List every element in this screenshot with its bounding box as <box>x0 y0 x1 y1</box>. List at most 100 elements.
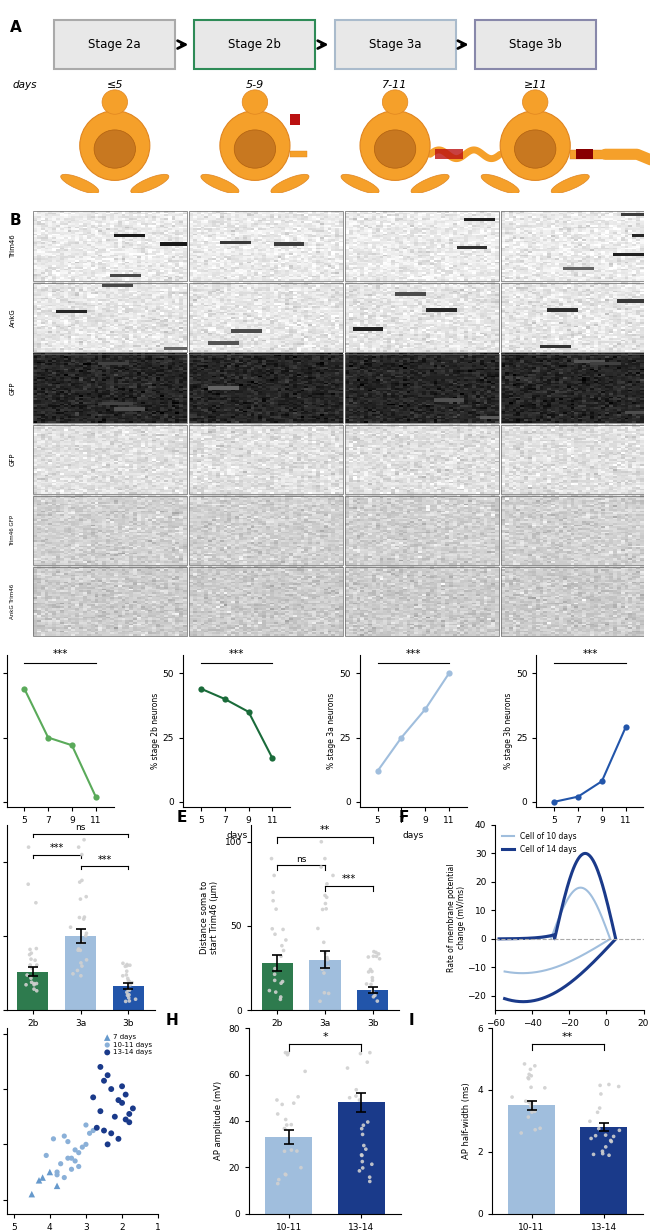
Point <box>296 1158 306 1178</box>
Point <box>354 1161 365 1180</box>
Point <box>604 1146 614 1165</box>
Bar <box>33 567 187 637</box>
Bar <box>65 936 96 1010</box>
Point <box>318 963 329 983</box>
Point <box>278 972 288 992</box>
Text: ***: *** <box>229 649 244 659</box>
Ellipse shape <box>60 174 99 193</box>
Point <box>373 944 384 963</box>
Ellipse shape <box>80 111 150 180</box>
Point <box>601 1137 611 1157</box>
Point <box>124 991 135 1010</box>
Point <box>322 873 332 893</box>
Point <box>124 981 135 1000</box>
Bar <box>33 212 187 281</box>
Point <box>280 1164 291 1184</box>
Point <box>365 960 376 979</box>
Point <box>77 845 87 865</box>
Bar <box>501 496 650 565</box>
Point <box>123 979 133 999</box>
Bar <box>33 496 187 565</box>
Point <box>300 1062 310 1082</box>
Point <box>362 1052 372 1072</box>
Ellipse shape <box>234 129 276 169</box>
Point <box>521 1092 531 1111</box>
X-axis label: days: days <box>49 830 71 839</box>
Legend: Cell of 10 days, Cell of 14 days: Cell of 10 days, Cell of 14 days <box>499 829 580 856</box>
Point <box>68 963 78 983</box>
Bar <box>33 282 187 352</box>
Point <box>361 975 372 994</box>
Point <box>525 1096 536 1116</box>
Point <box>370 942 381 962</box>
Point <box>367 962 377 982</box>
Bar <box>508 1105 555 1214</box>
Point <box>269 965 280 984</box>
Point <box>361 1140 371 1159</box>
Point <box>593 1119 604 1138</box>
Text: Stage 2a: Stage 2a <box>88 38 141 51</box>
Point <box>77 933 87 952</box>
Point <box>29 973 39 993</box>
Ellipse shape <box>220 111 290 180</box>
Point <box>317 960 328 979</box>
Point <box>75 890 86 909</box>
Point <box>31 893 41 913</box>
Text: A: A <box>10 20 21 36</box>
Point <box>367 982 378 1002</box>
Bar <box>309 960 341 1010</box>
Point <box>316 832 326 851</box>
Bar <box>501 354 650 423</box>
Text: ***: *** <box>406 649 421 659</box>
Text: I: I <box>408 1014 414 1029</box>
Point <box>359 1136 369 1156</box>
Bar <box>18 972 48 1010</box>
Point <box>31 973 42 993</box>
Point <box>366 975 376 994</box>
Text: ***: *** <box>98 855 112 865</box>
Point <box>124 971 134 991</box>
Point <box>530 1056 540 1076</box>
Ellipse shape <box>201 174 239 193</box>
Point <box>25 940 35 960</box>
Point <box>540 1078 550 1098</box>
Y-axis label: Rate of membrane potential
change (mV/ms): Rate of membrane potential change (mV/ms… <box>447 864 466 972</box>
Point <box>319 983 330 1003</box>
Point <box>318 933 329 952</box>
Point <box>317 899 328 919</box>
Point <box>374 949 385 968</box>
Text: ***: *** <box>582 649 597 659</box>
13-14 days <box>99 1121 109 1141</box>
Point <box>120 992 131 1011</box>
Point <box>357 1152 367 1172</box>
Point <box>75 954 86 973</box>
10-11 days <box>77 1137 88 1157</box>
13-14 days <box>88 1088 98 1108</box>
Point <box>524 1093 534 1112</box>
Point <box>124 988 134 1008</box>
7 days <box>27 1184 37 1204</box>
Point <box>586 1129 596 1148</box>
Point <box>322 947 332 967</box>
Bar <box>337 1103 385 1214</box>
10-11 days <box>81 1115 91 1135</box>
Point <box>606 1132 617 1152</box>
10-11 days <box>41 1146 51 1165</box>
Point <box>122 956 133 976</box>
Point <box>614 1077 624 1096</box>
Bar <box>570 150 637 159</box>
Text: GFP: GFP <box>10 452 16 466</box>
Point <box>588 1145 599 1164</box>
Point <box>323 957 333 977</box>
Point <box>289 1093 299 1112</box>
Text: ***: *** <box>342 873 356 883</box>
Bar <box>345 425 499 494</box>
Point <box>293 1087 304 1106</box>
Bar <box>345 496 499 565</box>
10-11 days <box>62 1148 73 1168</box>
Text: AnkG: AnkG <box>10 308 16 326</box>
Point <box>73 940 83 960</box>
FancyBboxPatch shape <box>335 20 456 69</box>
Bar <box>189 496 343 565</box>
Point <box>313 919 323 939</box>
